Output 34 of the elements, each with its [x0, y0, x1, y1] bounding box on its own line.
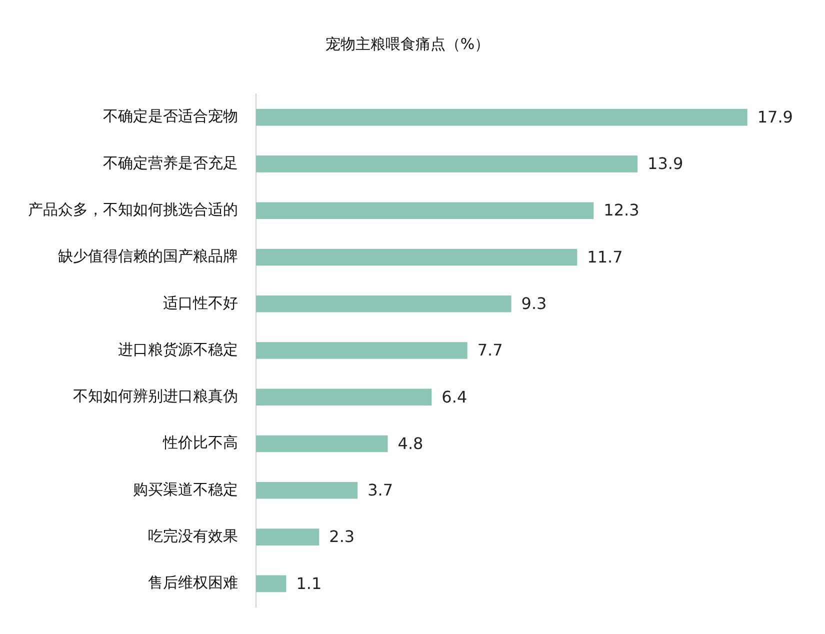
data-label: 6.4: [442, 387, 468, 406]
y-tick-label: 不确定是否适合宠物: [103, 107, 238, 126]
y-tick-label: 售后维权困难: [148, 574, 238, 592]
y-tick-label: 购买渠道不稳定: [133, 480, 238, 498]
data-label: 13.9: [648, 154, 684, 174]
data-label: 11.7: [587, 247, 623, 266]
bar: [256, 575, 286, 592]
y-tick-label: 缺少值得信赖的国产粮品牌: [58, 247, 238, 266]
bar: [256, 295, 512, 312]
y-tick-label: 产品众多，不知如何挑选合适的: [28, 200, 238, 218]
bar: [256, 108, 748, 126]
bar: [256, 156, 638, 172]
data-label: 9.3: [521, 294, 547, 314]
bar: [256, 388, 432, 406]
data-label: 3.7: [368, 480, 394, 500]
y-tick-label: 进口粮货源不稳定: [118, 340, 238, 358]
data-label: 17.9: [757, 107, 793, 126]
bar: [256, 248, 578, 266]
bar: [256, 342, 468, 359]
bar: [256, 482, 358, 499]
data-label: 4.8: [398, 434, 424, 453]
data-label: 7.7: [477, 340, 503, 360]
chart-title: 宠物主粮喂食痛点（%）: [325, 34, 490, 53]
data-label: 1.1: [296, 574, 322, 593]
y-tick-label: 性价比不高: [162, 434, 238, 452]
data-label: 12.3: [604, 200, 640, 220]
y-tick-label: 适口性不好: [163, 294, 238, 312]
bar: [256, 435, 388, 452]
y-tick-label: 不确定营养是否充足: [103, 154, 238, 172]
bar: [256, 528, 320, 546]
data-label: 2.3: [329, 527, 355, 546]
bar: [256, 202, 594, 219]
y-tick-label: 不知如何辨别进口粮真伪: [73, 387, 238, 406]
y-tick-label: 吃完没有效果: [148, 526, 238, 545]
